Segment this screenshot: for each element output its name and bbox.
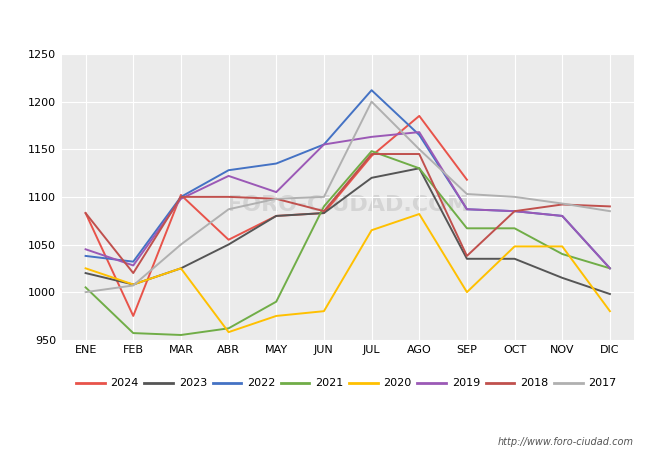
Text: 2022: 2022 [247, 378, 276, 388]
Text: 2020: 2020 [384, 378, 411, 388]
Text: 2024: 2024 [111, 378, 138, 388]
Text: Afiliados en Hervás a 30/9/2024: Afiliados en Hervás a 30/9/2024 [186, 14, 464, 33]
Text: http://www.foro-ciudad.com: http://www.foro-ciudad.com [498, 436, 634, 446]
Text: 2018: 2018 [520, 378, 549, 388]
Text: FORO-CIUDAD.COM: FORO-CIUDAD.COM [227, 195, 469, 216]
Text: 2019: 2019 [452, 378, 480, 388]
Text: 2021: 2021 [315, 378, 343, 388]
Text: 2017: 2017 [588, 378, 617, 388]
Text: 2023: 2023 [179, 378, 207, 388]
